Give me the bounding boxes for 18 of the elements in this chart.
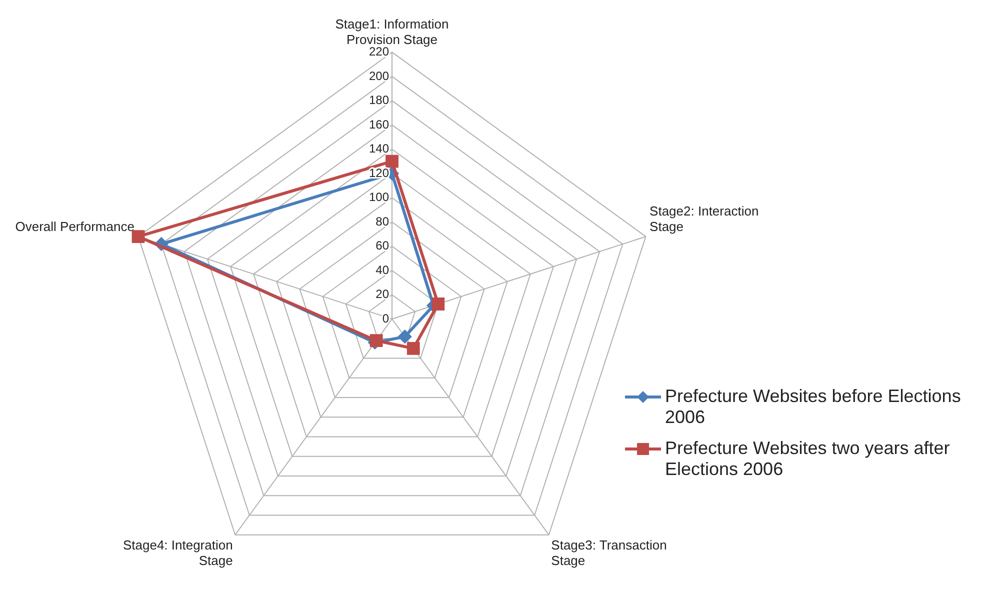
- y-tick-label: 160: [368, 117, 390, 132]
- y-tick-label: 140: [368, 142, 390, 156]
- y-tick-label: 220: [368, 44, 390, 59]
- y-tick-label: 40: [376, 262, 390, 277]
- y-tick-label: 0: [382, 311, 390, 326]
- spoke-label: Stage1: Information Provision Stage: [335, 16, 449, 47]
- y-tick-label: 60: [376, 238, 390, 253]
- y-tick-label: 180: [368, 93, 390, 108]
- spoke-label: Stage4: Integration Stage: [122, 537, 233, 568]
- y-tick-label: 20: [376, 287, 390, 302]
- spoke-label: Stage2: Interaction Stage: [650, 203, 759, 234]
- y-tick-label: 100: [368, 190, 390, 204]
- spoke-label: Overall Performance: [15, 219, 134, 234]
- y-tick-label: 80: [376, 214, 390, 228]
- legend-label: Prefecture Websites before Elections 2006: [665, 386, 962, 428]
- legend-label: Prefecture Websites two years after Elections 2006: [665, 438, 951, 480]
- y-tick-label: 200: [368, 68, 390, 83]
- spoke-label: Stage3: Transaction Stage: [551, 537, 667, 568]
